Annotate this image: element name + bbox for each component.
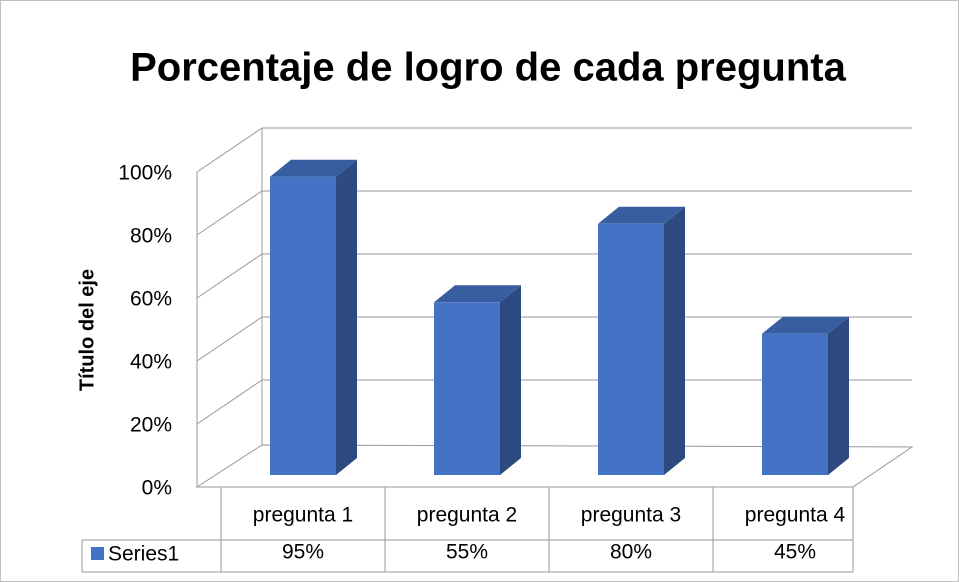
bar-top bbox=[270, 159, 357, 177]
y-tick-label: 0% bbox=[142, 477, 172, 500]
data-table-value: 95% bbox=[282, 541, 324, 564]
bar-side bbox=[336, 159, 357, 475]
bar-top bbox=[762, 316, 849, 334]
x-tick-label: pregunta 3 bbox=[581, 504, 681, 527]
bar-top bbox=[434, 285, 521, 303]
y-tick-label: 40% bbox=[130, 351, 172, 374]
x-tick-label: pregunta 1 bbox=[253, 504, 353, 527]
y-tick-label: 100% bbox=[118, 162, 172, 185]
bar bbox=[434, 302, 500, 475]
grid-line bbox=[196, 253, 912, 299]
bar-side bbox=[828, 316, 849, 475]
grid-line bbox=[196, 379, 912, 425]
y-tick-label: 80% bbox=[130, 225, 172, 248]
grid-line bbox=[196, 190, 912, 236]
x-tick-label: pregunta 4 bbox=[745, 504, 846, 527]
data-table-value: 80% bbox=[610, 541, 652, 564]
floor bbox=[195, 444, 914, 488]
y-tick-label: 20% bbox=[130, 414, 172, 437]
bar bbox=[598, 223, 664, 475]
y-tick-label: 60% bbox=[130, 288, 172, 311]
bar bbox=[270, 176, 336, 475]
grid-line bbox=[196, 127, 912, 173]
bar-side bbox=[500, 285, 521, 475]
data-table-value: 55% bbox=[446, 541, 488, 564]
legend-swatch bbox=[91, 547, 104, 560]
bar-side bbox=[664, 206, 685, 476]
bar-top bbox=[598, 206, 685, 224]
grid-line bbox=[196, 316, 912, 362]
legend-label: Series1 bbox=[108, 543, 179, 566]
x-tick-label: pregunta 2 bbox=[417, 504, 517, 527]
data-table-value: 45% bbox=[774, 541, 816, 564]
bar bbox=[762, 333, 828, 475]
axis-title: Título del eje bbox=[76, 269, 98, 391]
chart-title: Porcentaje de logro de cada pregunta bbox=[130, 46, 846, 90]
